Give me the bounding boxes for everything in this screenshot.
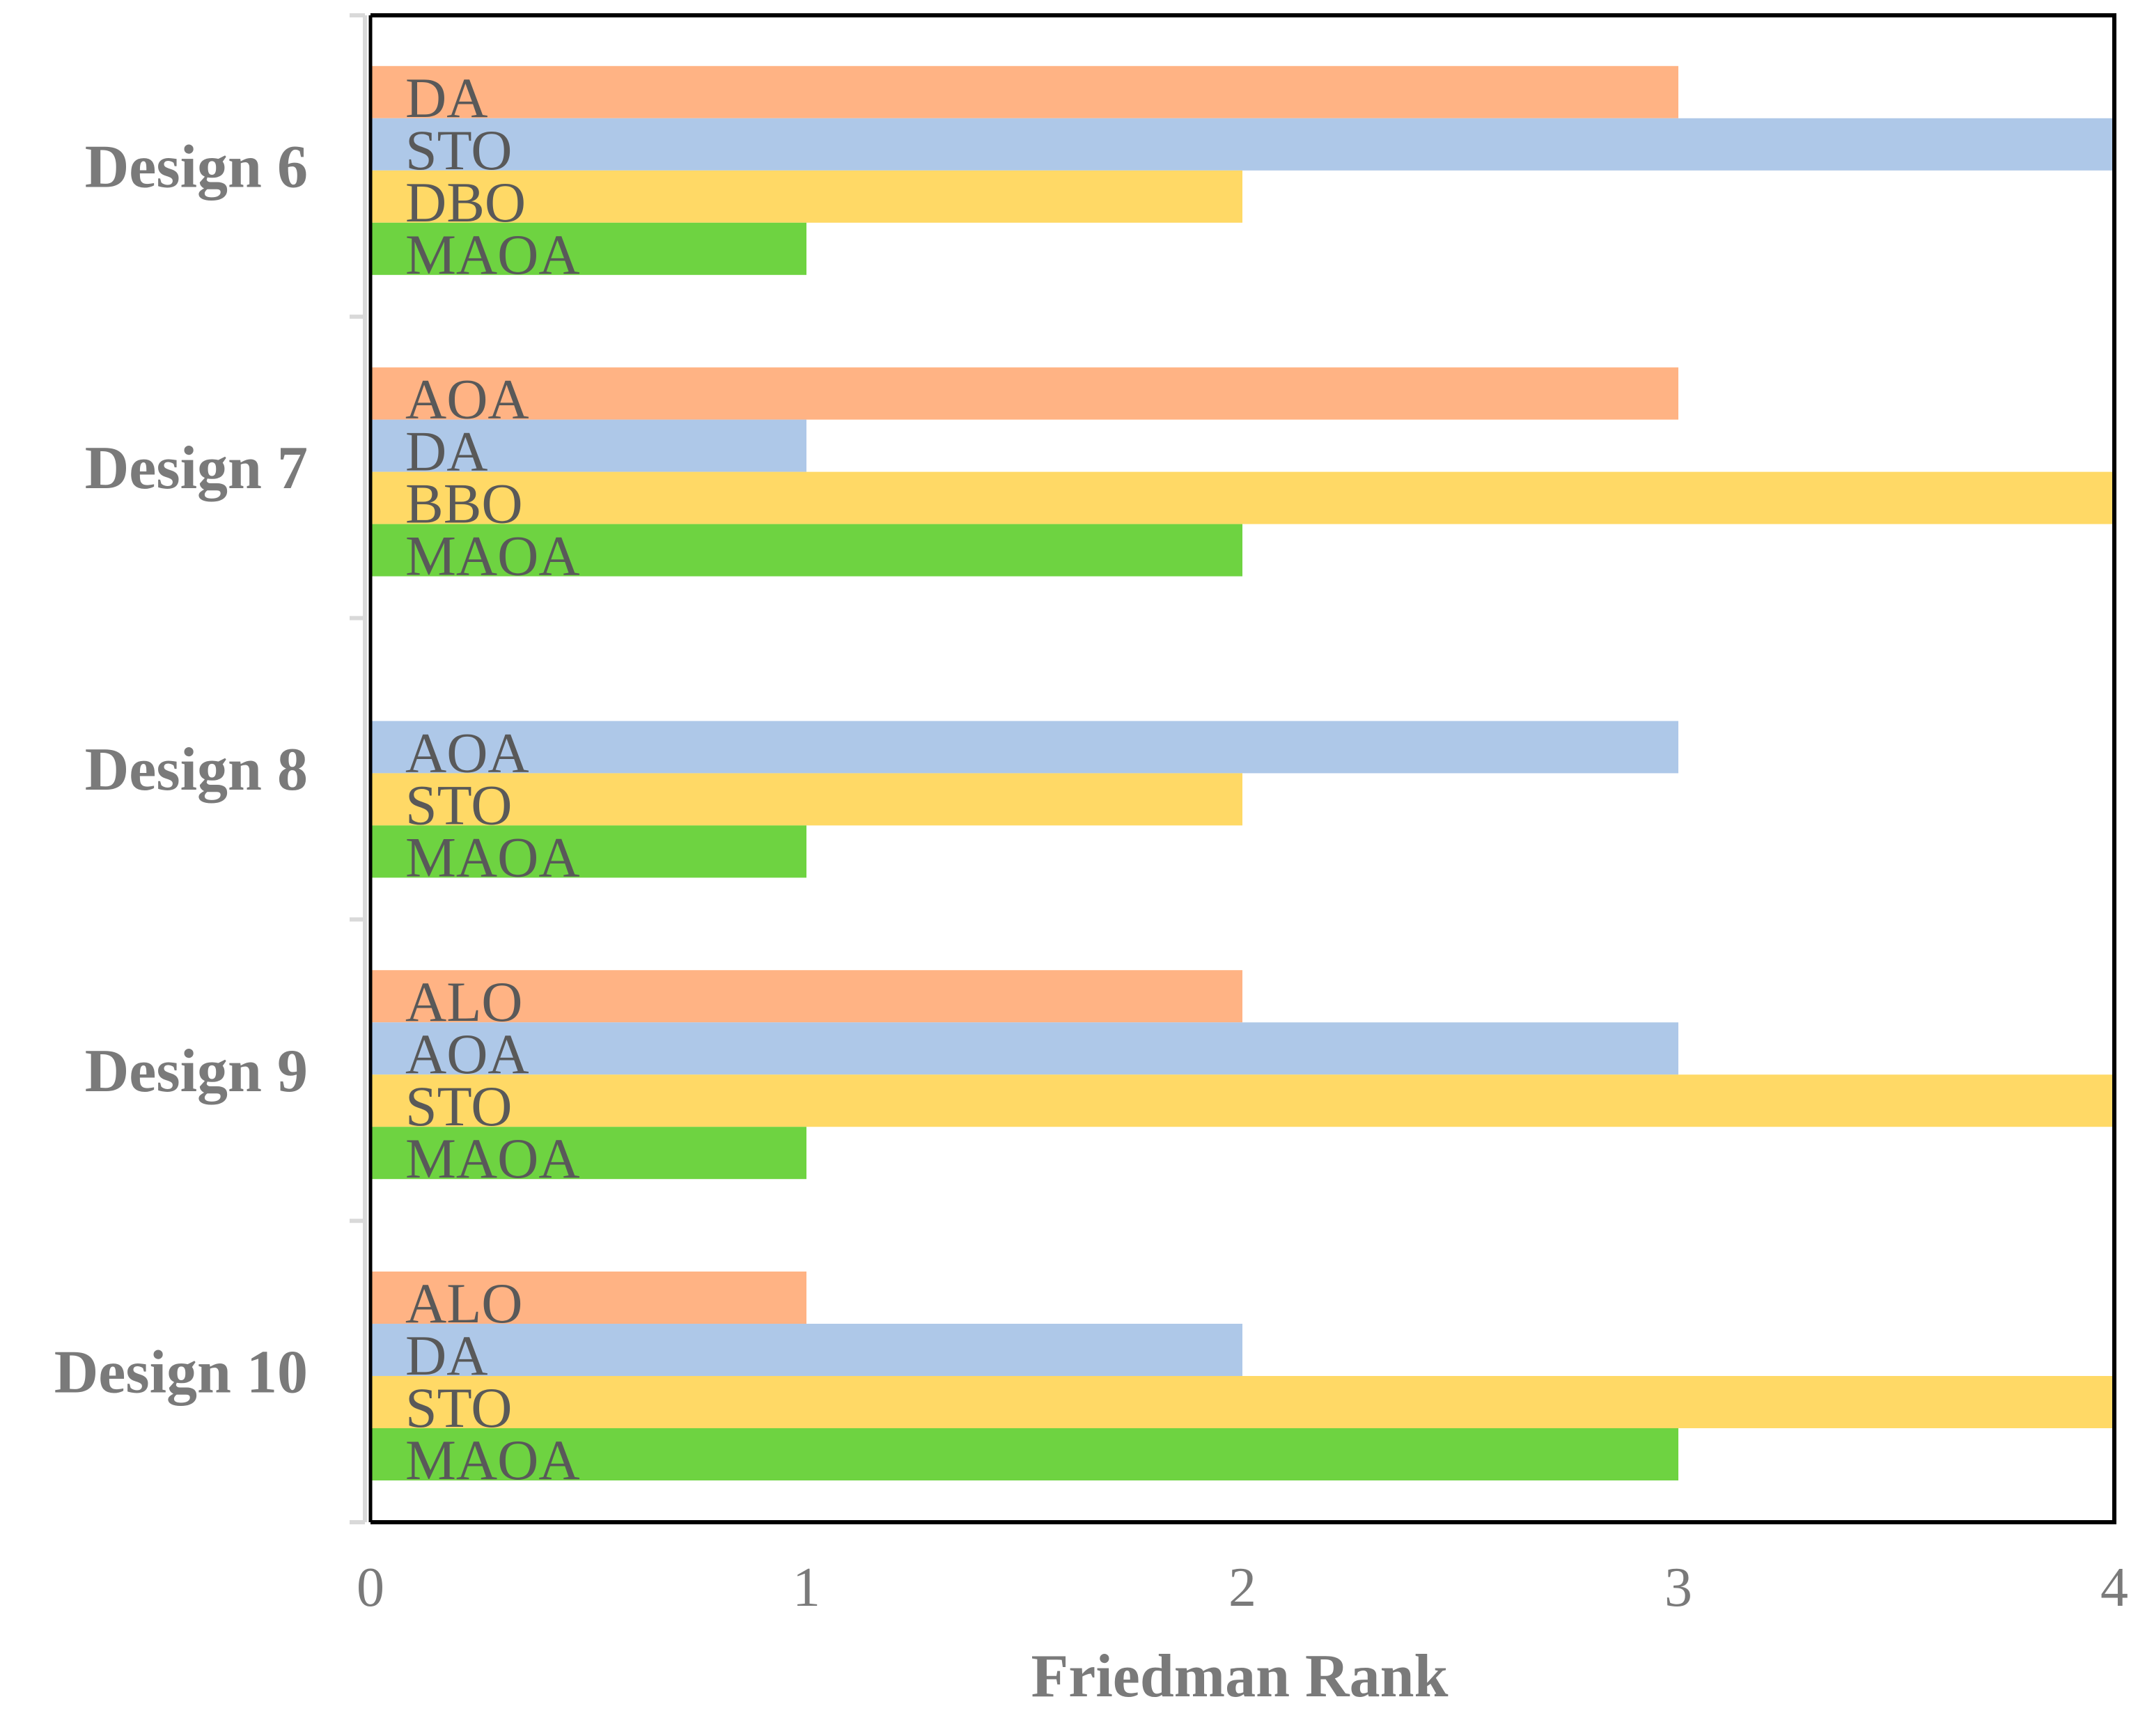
bar-design-6-sto bbox=[370, 118, 2114, 171]
bar-label: STO bbox=[405, 773, 512, 836]
bar-design-10-da bbox=[370, 1324, 1242, 1376]
x-tick-label: 4 bbox=[2100, 1557, 2128, 1618]
category-label: Design 10 bbox=[54, 1339, 308, 1407]
bar-design-6-dbo bbox=[370, 170, 1242, 223]
plot-frame bbox=[370, 13, 2116, 1524]
bar-label: MAOA bbox=[405, 1127, 580, 1190]
bar-design-10-sto bbox=[370, 1376, 2114, 1428]
bar-label: STO bbox=[405, 1074, 512, 1138]
bar-design-7-bbo bbox=[370, 471, 2114, 524]
bar-label: STO bbox=[405, 1376, 512, 1439]
bar-label: DBO bbox=[405, 171, 526, 234]
bar-label: MAOA bbox=[405, 825, 580, 889]
bar-label: DA bbox=[405, 1324, 487, 1387]
bar-design-8-maoa bbox=[370, 825, 806, 878]
bar-design-8-sto bbox=[370, 773, 1242, 826]
bar-label: AOA bbox=[405, 1022, 529, 1086]
category-label: Design 7 bbox=[85, 435, 308, 502]
bar-label: AOA bbox=[405, 721, 529, 784]
bar-design-9-maoa bbox=[370, 1127, 806, 1180]
x-tick-label: 0 bbox=[357, 1557, 384, 1618]
bar-label: DA bbox=[405, 66, 487, 130]
bar-label: MAOA bbox=[405, 223, 580, 286]
bar-label: ALO bbox=[405, 970, 523, 1033]
bar-design-10-alo bbox=[370, 1272, 806, 1324]
axes-layer: Design 6 Design 7 Design 8 Design 9 Design 1… bbox=[54, 13, 2128, 1618]
bar-design-9-sto bbox=[370, 1074, 2114, 1127]
category-label: Design 6 bbox=[85, 133, 308, 201]
x-tick-label: 3 bbox=[1664, 1557, 1692, 1618]
x-tick-label: 2 bbox=[1228, 1557, 1256, 1618]
bar-label: ALO bbox=[405, 1272, 523, 1335]
bar-design-8-aoa bbox=[370, 721, 1678, 774]
bar-design-6-maoa bbox=[370, 222, 806, 275]
bar-label: AOA bbox=[405, 368, 529, 431]
bar-label: MAOA bbox=[405, 524, 580, 588]
bar-labels-layer: DASTODBOMAOAAOADABBOMAOAAOASTOMAOAALOAOA… bbox=[405, 66, 580, 1492]
bar-design-6-da bbox=[370, 65, 1678, 118]
bar-label: BBO bbox=[405, 472, 523, 535]
x-axis-title: Friedman Rank bbox=[1031, 1643, 1449, 1710]
bar-label: MAOA bbox=[405, 1428, 580, 1492]
bar-design-7-da bbox=[370, 419, 806, 472]
bar-design-7-aoa bbox=[370, 367, 1678, 420]
bar-design-10-maoa bbox=[370, 1428, 1678, 1480]
category-label: Design 9 bbox=[85, 1038, 308, 1105]
x-tick-label: 1 bbox=[793, 1557, 820, 1618]
bar-design-9-aoa bbox=[370, 1022, 1678, 1075]
bar-design-9-alo bbox=[370, 970, 1242, 1023]
bars-layer bbox=[370, 65, 2114, 1480]
bar-label: STO bbox=[405, 118, 512, 182]
bar-label: DA bbox=[405, 420, 487, 483]
category-label: Design 8 bbox=[85, 736, 308, 804]
bar-design-7-maoa bbox=[370, 524, 1242, 577]
